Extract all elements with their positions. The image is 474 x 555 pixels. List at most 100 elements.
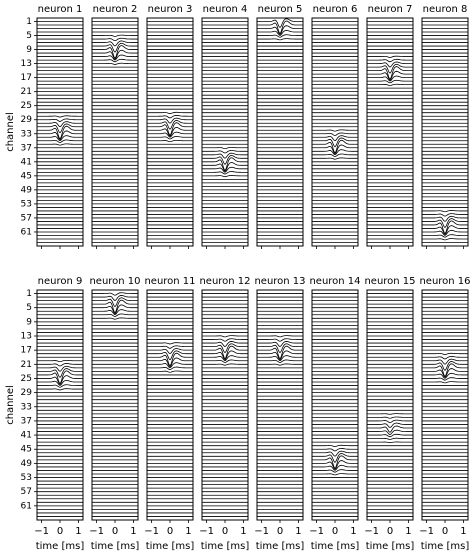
x-tick-label: 1 — [350, 526, 356, 537]
channel-trace — [92, 40, 138, 47]
channel-trace — [202, 343, 248, 354]
panel-frame — [421, 289, 469, 521]
channel-trace — [92, 299, 138, 314]
channel-trace — [202, 157, 248, 172]
channel-trace — [367, 79, 413, 84]
channel-trace — [367, 419, 413, 424]
channel-trace — [92, 295, 138, 301]
channel-trace — [422, 225, 468, 235]
panel-title: neuron 1 — [38, 4, 83, 15]
channel-trace — [147, 122, 193, 136]
panel-title: neuron 13 — [254, 276, 305, 287]
channel-trace — [202, 341, 248, 347]
channel-trace — [92, 313, 138, 317]
panel-title: neuron 9 — [38, 276, 83, 287]
channel-trace — [312, 453, 358, 463]
channel-trace — [202, 355, 248, 362]
channel-trace — [147, 342, 193, 345]
y-axis-label: channel — [5, 385, 16, 425]
panel-frame — [256, 17, 304, 247]
panel-title: neuron 16 — [419, 276, 470, 287]
channel-trace — [312, 460, 358, 470]
channel-trace — [367, 441, 413, 443]
channel-trace — [312, 139, 358, 154]
channel-trace — [92, 45, 138, 59]
y-tick-label: 1 — [26, 289, 32, 299]
channel-trace — [367, 55, 413, 58]
channel-trace — [92, 304, 138, 315]
x-tick-label: 1 — [405, 526, 411, 537]
channel-trace — [312, 144, 358, 155]
panel-frame — [311, 289, 359, 521]
channel-trace — [367, 413, 413, 415]
y-tick-label: 17 — [21, 73, 32, 83]
channel-trace — [202, 345, 248, 360]
y-tick-label: 9 — [26, 317, 32, 327]
channel-trace — [367, 429, 413, 435]
y-tick-label: 29 — [21, 388, 33, 398]
channel-trace — [92, 42, 138, 53]
panel-frame — [146, 289, 194, 521]
channel-trace — [92, 54, 138, 61]
channel-trace — [422, 213, 468, 217]
y-tick-label: 45 — [21, 445, 32, 455]
channel-trace — [422, 372, 468, 379]
channel-trace — [147, 139, 193, 143]
channel-trace — [257, 350, 303, 361]
y-tick-label: 57 — [21, 213, 32, 223]
channel-trace — [422, 356, 468, 360]
channel-trace — [422, 361, 468, 371]
channel-trace — [147, 357, 193, 368]
panel-title: neuron 7 — [368, 4, 413, 15]
y-tick-label: 53 — [21, 199, 32, 209]
channel-trace — [37, 143, 83, 146]
channel-trace — [312, 444, 358, 447]
channel-trace — [202, 359, 248, 363]
channel-trace — [37, 370, 83, 385]
channel-trace — [422, 220, 468, 235]
y-tick-label: 33 — [21, 129, 32, 139]
y-tick-label: 33 — [21, 402, 32, 412]
x-axis-label: time [ms] — [311, 541, 360, 552]
channel-trace — [202, 335, 248, 338]
x-axis-label: time [ms] — [91, 541, 140, 552]
panel-frame — [366, 17, 414, 247]
x-axis-label: time [ms] — [421, 541, 470, 552]
channel-trace — [37, 379, 83, 386]
y-tick-label: 41 — [21, 431, 32, 441]
y-tick-label: 61 — [21, 501, 32, 511]
channel-trace — [92, 58, 138, 63]
y-tick-label: 49 — [21, 185, 33, 195]
y-tick-label: 1 — [26, 17, 32, 27]
channel-trace — [257, 338, 303, 342]
panel-frame — [91, 289, 139, 521]
panel-frame — [36, 289, 84, 521]
channel-trace — [312, 464, 358, 471]
channel-trace — [147, 366, 193, 370]
channel-trace — [367, 75, 413, 82]
panel-frame — [311, 17, 359, 247]
y-tick-label: 41 — [21, 157, 32, 167]
x-axis-label: time [ms] — [256, 541, 305, 552]
y-tick-label: 37 — [21, 416, 32, 426]
channel-trace — [37, 125, 83, 140]
panel-title: neuron 2 — [93, 4, 138, 15]
channel-trace — [312, 450, 358, 457]
channel-trace — [257, 25, 303, 36]
channel-trace — [37, 135, 83, 142]
channel-trace — [92, 37, 138, 42]
x-tick-label: −1 — [254, 526, 269, 537]
x-tick-label: 0 — [222, 526, 228, 537]
channel-trace — [367, 416, 413, 419]
channel-trace — [37, 368, 83, 378]
y-tick-label: 61 — [21, 227, 32, 237]
channel-trace — [312, 455, 358, 470]
channel-trace — [422, 229, 468, 236]
x-tick-label: 0 — [112, 526, 118, 537]
channel-trace — [257, 355, 303, 362]
x-tick-label: 0 — [442, 526, 448, 537]
channel-trace — [312, 149, 358, 156]
channel-trace — [312, 473, 358, 476]
channel-trace — [367, 63, 413, 74]
channel-trace — [202, 146, 248, 150]
